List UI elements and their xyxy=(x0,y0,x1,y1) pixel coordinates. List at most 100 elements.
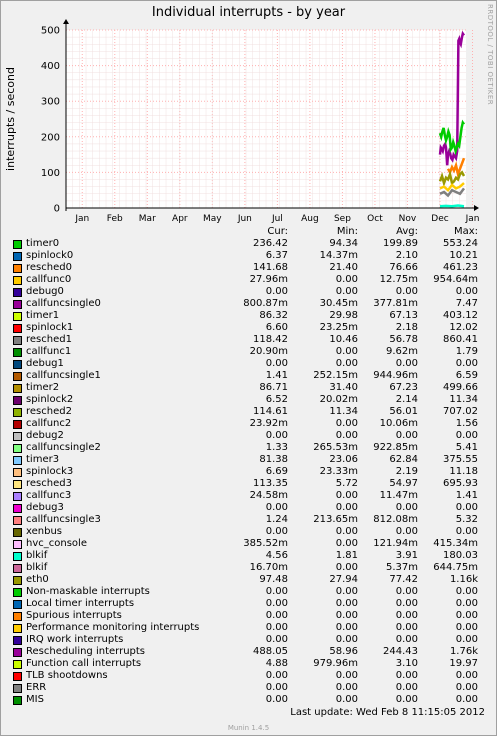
legend-avg-value: 62.84 xyxy=(389,454,418,465)
legend-swatch xyxy=(13,648,22,657)
legend-max-value: 19.97 xyxy=(449,658,478,669)
legend-max-value: 1.41 xyxy=(455,490,478,501)
x-tick-label: Dec xyxy=(431,214,448,224)
legend-row: callfuncsingle2 1.33 265.53m 922.85m 5.41 xyxy=(0,442,497,454)
legend-min-value: 23.33m xyxy=(319,466,358,477)
side-label: RRDTOOL / TOBI OETIKER xyxy=(486,4,494,106)
legend-row: spinlock1 6.60 23.25m 2.18 12.02 xyxy=(0,322,497,334)
legend-avg-value: 0.00 xyxy=(395,358,418,369)
legend-avg-value: 199.89 xyxy=(383,238,418,249)
legend-cur-value: 488.05 xyxy=(253,646,288,657)
legend-swatch xyxy=(13,480,22,489)
legend-label: Performance monitoring interrupts xyxy=(26,622,200,633)
legend-avg-value: 0.00 xyxy=(395,634,418,645)
legend-label: IRQ work interrupts xyxy=(26,634,124,645)
legend-cur-value: 118.42 xyxy=(253,334,288,345)
legend-swatch xyxy=(13,264,22,273)
legend-label: MIS xyxy=(26,694,44,705)
legend-avg-value: 76.66 xyxy=(389,262,418,273)
legend-label: debug0 xyxy=(26,286,64,297)
legend-label: callfuncsingle2 xyxy=(26,442,101,453)
legend-avg-value: 54.97 xyxy=(389,478,418,489)
legend-cur-value: 1.41 xyxy=(265,370,288,381)
legend-row: resched0 141.68 21.40 76.66 461.23 xyxy=(0,262,497,274)
legend-max-value: 461.23 xyxy=(443,262,478,273)
legend-label: debug2 xyxy=(26,430,64,441)
legend-label: spinlock0 xyxy=(26,250,74,261)
legend-min-value: 29.98 xyxy=(329,310,358,321)
y-tick-label: 200 xyxy=(41,132,60,143)
legend-label: timer0 xyxy=(26,238,60,249)
legend-max-value: 0.00 xyxy=(455,622,478,633)
legend-cur-value: 113.35 xyxy=(253,478,288,489)
legend-cur-value: 114.61 xyxy=(253,406,288,417)
legend-min-value: 252.15m xyxy=(313,370,358,381)
legend-max-value: 0.00 xyxy=(455,526,478,537)
legend-max-value: 0.00 xyxy=(455,430,478,441)
legend-row: callfunc0 27.96m 0.00 12.75m 954.64m xyxy=(0,274,497,286)
series-line xyxy=(438,119,466,156)
legend-row: resched1 118.42 10.46 56.78 860.41 xyxy=(0,334,497,346)
legend-avg-value: 0.00 xyxy=(395,610,418,621)
legend-min-value: 5.72 xyxy=(335,478,358,489)
legend-swatch xyxy=(13,564,22,573)
legend-avg-value: 67.13 xyxy=(389,310,418,321)
legend-min-value: 0.00 xyxy=(335,610,358,621)
legend-avg-value: 0.00 xyxy=(395,430,418,441)
legend-max-value: 0.00 xyxy=(455,610,478,621)
legend-min-value: 0.00 xyxy=(335,286,358,297)
legend-label: timer1 xyxy=(26,310,60,321)
legend-row: timer3 81.38 23.06 62.84 375.55 xyxy=(0,454,497,466)
legend-swatch xyxy=(13,528,22,537)
legend-min-value: 0.00 xyxy=(335,562,358,573)
legend-swatch xyxy=(13,456,22,465)
x-tick-label: Jun xyxy=(237,214,252,224)
legend-avg-value: 2.14 xyxy=(395,394,418,405)
legend-cur-value: 385.52m xyxy=(243,538,288,549)
y-axis-arrow xyxy=(63,19,69,24)
legend-min-value: 20.02m xyxy=(319,394,358,405)
legend-swatch xyxy=(13,372,22,381)
legend-max-value: 0.00 xyxy=(455,634,478,645)
x-tick-label: Jan xyxy=(465,214,480,224)
x-axis-arrow xyxy=(474,205,479,211)
legend-swatch xyxy=(13,504,22,513)
legend-min-value: 0.00 xyxy=(335,682,358,693)
legend-avg-value: 812.08m xyxy=(373,514,418,525)
legend-avg-value: 11.47m xyxy=(379,490,418,501)
legend-row: callfunc1 20.90m 0.00 9.62m 1.79 xyxy=(0,346,497,358)
legend-swatch xyxy=(13,600,22,609)
legend-label: spinlock1 xyxy=(26,322,74,333)
legend-max-value: 860.41 xyxy=(443,334,478,345)
legend-label: hvc_console xyxy=(26,538,87,549)
legend-cur-value: 800.87m xyxy=(243,298,288,309)
legend-min-value: 0.00 xyxy=(335,358,358,369)
legend-cur-value: 4.88 xyxy=(265,658,288,669)
legend-row: xenbus 0.00 0.00 0.00 0.00 xyxy=(0,526,497,538)
last-update: Last update: Wed Feb 8 11:15:05 2012 xyxy=(290,707,485,718)
legend-cur-value: 0.00 xyxy=(265,598,288,609)
legend-avg-value: 2.18 xyxy=(395,322,418,333)
legend-avg-value: 10.06m xyxy=(379,418,418,429)
legend-avg-value: 67.23 xyxy=(389,382,418,393)
legend-row: spinlock0 6.37 14.37m 2.10 10.21 xyxy=(0,250,497,262)
legend-avg-value: 377.81m xyxy=(373,298,418,309)
legend-cur-value: 23.92m xyxy=(249,418,288,429)
legend-cur-value: 1.33 xyxy=(265,442,288,453)
legend-avg-value: 922.85m xyxy=(373,442,418,453)
legend-swatch xyxy=(13,384,22,393)
legend-min-value: 23.06 xyxy=(329,454,358,465)
legend-label: resched1 xyxy=(26,334,72,345)
legend-cur-value: 236.42 xyxy=(253,238,288,249)
legend-avg-value: 9.62m xyxy=(385,346,418,357)
legend-label: callfunc0 xyxy=(26,274,72,285)
legend-max-value: 0.00 xyxy=(455,694,478,705)
legend-min-value: 0.00 xyxy=(335,526,358,537)
legend-swatch xyxy=(13,396,22,405)
legend-max-value: 0.00 xyxy=(455,682,478,693)
legend-label: blkif xyxy=(26,562,48,573)
legend-swatch xyxy=(13,336,22,345)
legend-swatch xyxy=(13,672,22,681)
legend-min-value: 1.81 xyxy=(335,550,358,561)
